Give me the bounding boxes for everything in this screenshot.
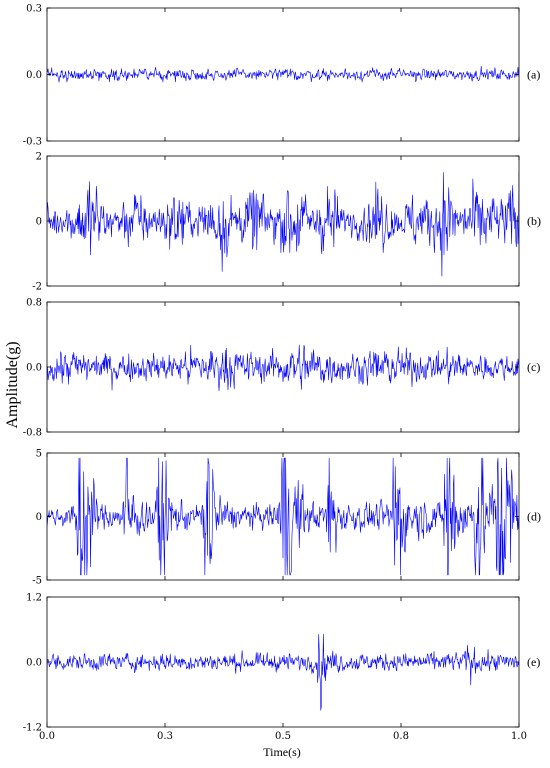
x-tick-label: 0.0 xyxy=(39,731,55,742)
panel-b: 2 0 -2 (b) xyxy=(32,152,541,293)
panel-e: 1.2 0.0 -1.2 (e) xyxy=(23,593,541,734)
panel-label: (d) xyxy=(527,510,541,524)
panel-label: (a) xyxy=(527,68,540,82)
plot-frame xyxy=(46,301,520,433)
y-axis-title: Amplitude(g) xyxy=(4,341,21,428)
y-tick-label: 2 xyxy=(36,152,42,163)
y-tick-label: 0.0 xyxy=(26,363,42,374)
signal-trace-e xyxy=(47,634,519,711)
y-tick-label: 5 xyxy=(36,449,42,460)
panel-d: 5 0 -5 (d) xyxy=(32,449,541,587)
y-tick-label: 0.8 xyxy=(26,298,42,309)
y-tick-label: 0.0 xyxy=(26,70,42,81)
signal-trace-a xyxy=(47,65,519,83)
panel-a: 0.3 0.0 -0.3 (a) xyxy=(23,4,541,148)
x-tick-label: 1.0 xyxy=(511,731,527,742)
x-tick-label: 0.3 xyxy=(157,731,173,742)
y-tick-label: 1.2 xyxy=(26,593,42,604)
y-tick-label: 0 xyxy=(36,512,42,523)
y-tick-label: 0 xyxy=(36,217,42,228)
panel-c: 0.8 0.0 -0.8 (c) xyxy=(23,298,541,439)
y-tick-label: -0.3 xyxy=(23,137,42,148)
signal-trace-b xyxy=(47,172,519,277)
x-tick-label: 0.8 xyxy=(393,731,409,742)
x-axis-title: Time(s) xyxy=(263,745,301,759)
y-tick-label: 0.3 xyxy=(26,4,42,15)
panel-label: (b) xyxy=(527,214,541,228)
y-tick-label: -5 xyxy=(32,576,42,587)
y-tick-label: 0.0 xyxy=(26,658,42,669)
y-tick-label: -1.2 xyxy=(23,723,42,734)
panels: 0.3 0.0 -0.3 (a) 2 0 -2 (b) 0.8 0.0 -0.8 (c) 5 0 -5 (d)… xyxy=(23,4,541,743)
signal-trace-d xyxy=(47,457,519,576)
panel-label: (c) xyxy=(527,360,540,374)
y-tick-label: -2 xyxy=(32,282,42,293)
x-tick-label: 0.5 xyxy=(275,731,291,742)
y-tick-label: -0.8 xyxy=(23,428,42,439)
signal-trace-c xyxy=(47,344,519,392)
panel-label: (e) xyxy=(527,655,540,669)
